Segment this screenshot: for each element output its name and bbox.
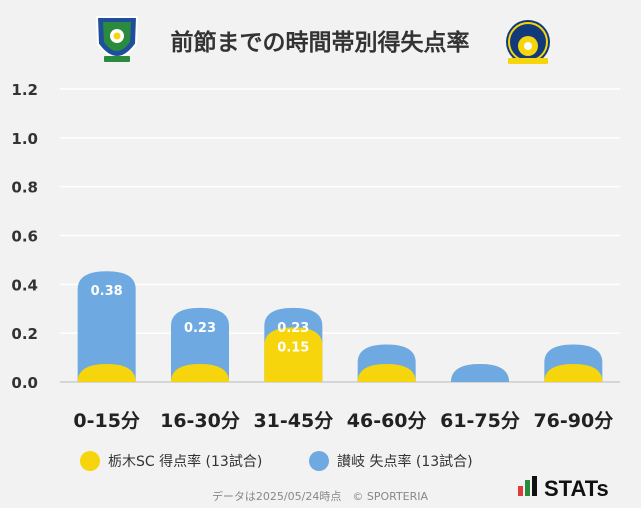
x-tick-label: 46-60分 bbox=[347, 410, 427, 432]
footer-note: データは2025/05/24時点 © SPORTERIA bbox=[212, 489, 429, 503]
stats-logo-text: STATs bbox=[544, 476, 609, 501]
data-label-sanuki-1: 0.23 bbox=[184, 321, 216, 336]
x-tick-label: 16-30分 bbox=[160, 410, 240, 432]
legend-swatch-sanuki bbox=[309, 451, 329, 471]
legend: 栃木SC 得点率 (13試合) 讃岐 失点率 (13試合) bbox=[80, 451, 473, 471]
data-label-tochigi-2: 0.15 bbox=[277, 340, 309, 355]
bar-sanuki-1 bbox=[171, 307, 229, 382]
y-tick-label: 1.2 bbox=[11, 81, 38, 99]
bars bbox=[77, 271, 603, 382]
y-tick-label: 0.8 bbox=[11, 179, 38, 197]
chart-title: 前節までの時間帯別得失点率 bbox=[171, 29, 470, 56]
bar-sanuki-0 bbox=[77, 271, 136, 382]
y-tick-label: 0.4 bbox=[11, 276, 38, 294]
x-axis: 0-15分 16-30分 31-45分 46-60分 61-75分 76-90分 bbox=[73, 410, 613, 432]
legend-label-tochigi: 栃木SC 得点率 (13試合) bbox=[108, 453, 262, 470]
bar-sanuki-4 bbox=[451, 364, 509, 382]
x-tick-label: 61-75分 bbox=[440, 410, 520, 432]
left-team-logo bbox=[95, 16, 139, 62]
y-tick-label: 0.0 bbox=[11, 374, 38, 392]
y-tick-label: 0.6 bbox=[11, 228, 38, 246]
legend-swatch-tochigi bbox=[80, 451, 100, 471]
right-team-logo bbox=[506, 20, 550, 64]
data-labels: 0.38 0.23 0.23 0.15 bbox=[91, 284, 310, 355]
bar-tochigi-1 bbox=[171, 364, 229, 382]
x-tick-label: 76-90分 bbox=[533, 410, 613, 432]
data-label-sanuki-0: 0.38 bbox=[91, 284, 123, 299]
legend-label-sanuki: 讃岐 失点率 (13試合) bbox=[337, 453, 473, 470]
bar-tochigi-0 bbox=[77, 364, 136, 382]
bar-tochigi-3 bbox=[357, 364, 416, 382]
bar-tochigi-5 bbox=[544, 364, 603, 382]
y-tick-label: 0.2 bbox=[11, 325, 38, 343]
stats-brand: STATs bbox=[518, 476, 609, 501]
grid bbox=[60, 88, 620, 383]
data-label-sanuki-2: 0.23 bbox=[277, 321, 309, 336]
y-axis: 0.0 0.2 0.4 0.6 0.8 1.0 1.2 bbox=[11, 81, 38, 392]
bar-tochigi-2 bbox=[264, 327, 323, 382]
x-tick-label: 0-15分 bbox=[73, 410, 140, 432]
y-tick-label: 1.0 bbox=[11, 130, 38, 148]
x-tick-label: 31-45分 bbox=[253, 410, 333, 432]
